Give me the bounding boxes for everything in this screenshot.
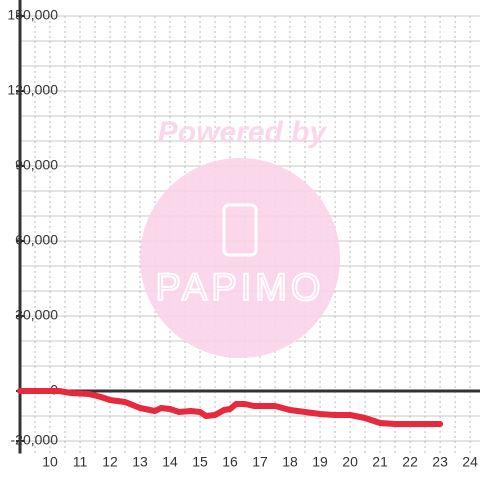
y-tick-label: 60,000 bbox=[15, 232, 58, 248]
y-tick-label: -20,000 bbox=[11, 432, 59, 448]
y-tick-label: 90,000 bbox=[15, 157, 58, 173]
x-tick-label: 17 bbox=[252, 454, 268, 470]
x-tick-label: 20 bbox=[342, 454, 358, 470]
phone-icon bbox=[222, 203, 258, 257]
x-tick-label: 19 bbox=[312, 454, 328, 470]
x-tick-label: 21 bbox=[372, 454, 388, 470]
x-tick-label: 24 bbox=[462, 454, 478, 470]
grid bbox=[20, 15, 480, 454]
y-tick-label: 150,000 bbox=[7, 7, 58, 23]
y-tick-label: 120,000 bbox=[7, 82, 58, 98]
x-tick-label: 11 bbox=[73, 454, 88, 470]
watermark: Powered by PAPIMO bbox=[140, 116, 340, 358]
x-tick-label: 10 bbox=[42, 454, 58, 470]
x-tick-label: 23 bbox=[432, 454, 448, 470]
watermark-logo: PAPIMO bbox=[156, 267, 325, 309]
x-tick-label: 13 bbox=[132, 454, 148, 470]
x-tick-label: 14 bbox=[162, 454, 178, 470]
watermark-text: Powered by bbox=[158, 116, 328, 149]
x-tick-label: 12 bbox=[102, 454, 118, 470]
line bbox=[17, 388, 444, 427]
x-tick-label: 18 bbox=[282, 454, 298, 470]
x-tick-label: 22 bbox=[402, 454, 418, 470]
x-tick-label: 15 bbox=[192, 454, 208, 470]
y-tick-label: 30,000 bbox=[15, 307, 58, 323]
x-tick-label: 16 bbox=[222, 454, 238, 470]
watermark-circle bbox=[140, 158, 340, 358]
